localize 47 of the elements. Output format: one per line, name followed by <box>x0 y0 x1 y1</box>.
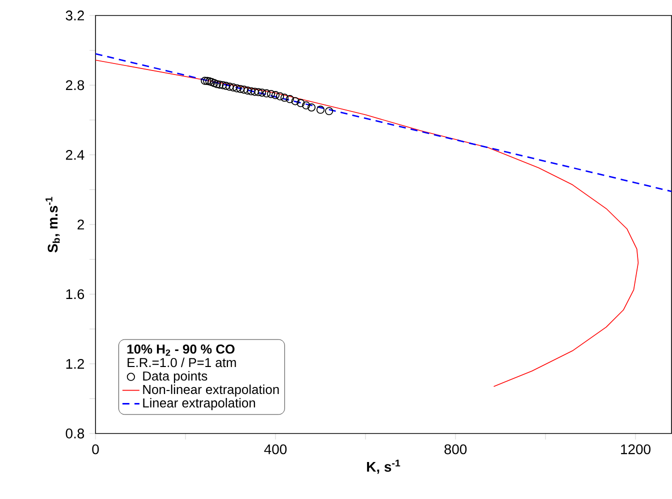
point <box>262 89 271 98</box>
legend-label: Data points <box>143 371 208 384</box>
point <box>200 76 209 85</box>
point <box>266 90 276 98</box>
y-tick-label: 2 <box>78 220 84 230</box>
point <box>276 92 284 100</box>
point <box>316 106 325 114</box>
point <box>208 78 216 86</box>
y-tick-label: 0.8 <box>66 428 84 438</box>
point <box>296 99 305 108</box>
point <box>232 84 241 92</box>
point <box>291 97 300 106</box>
x-axis-title: K, s$^{-1}$ <box>367 460 400 474</box>
y-tick-label: 1.2 <box>66 358 84 369</box>
y-tick-label: 3.2 <box>66 10 84 20</box>
x-tick-label: 400 <box>264 444 287 454</box>
legend-label: Non-linear extrapolation <box>143 384 279 397</box>
y-tick-label: 2.8 <box>66 80 84 90</box>
point <box>254 88 262 96</box>
x-tick-label: 0 <box>92 444 99 454</box>
point <box>247 87 256 96</box>
point <box>271 91 280 100</box>
point <box>222 82 230 90</box>
point <box>302 101 310 110</box>
legend-title: 10% H$_{2}$ - 90 % CO <box>127 344 235 356</box>
legend-label: Linear extrapolation <box>143 398 256 410</box>
x-tick-label: 1200 <box>621 444 650 454</box>
point <box>229 83 238 92</box>
point <box>236 84 244 94</box>
point <box>218 81 227 90</box>
point <box>240 86 248 94</box>
y-tick-label: 1.6 <box>66 289 84 300</box>
point <box>210 79 218 88</box>
point <box>258 88 266 97</box>
point <box>216 80 224 89</box>
point <box>280 94 289 102</box>
point <box>226 82 234 91</box>
y-axis-title: S$_{b}$, m.s$^{-1}$ <box>46 196 60 252</box>
point <box>286 95 294 104</box>
y-tick-label: 2.4 <box>66 150 84 160</box>
x-tick-label: 800 <box>444 444 467 454</box>
point <box>250 88 259 96</box>
point <box>212 80 222 88</box>
annotation: E.R.=1.0 / P=1 atm <box>128 358 236 368</box>
point <box>325 107 334 116</box>
point <box>307 103 316 112</box>
point <box>244 86 252 95</box>
